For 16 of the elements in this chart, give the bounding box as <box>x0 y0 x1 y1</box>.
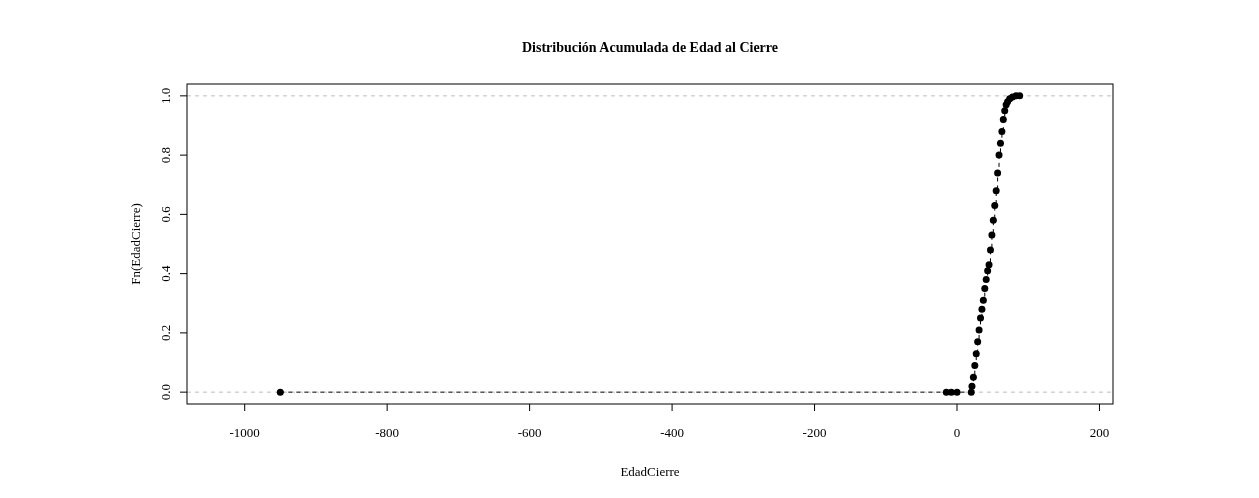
x-tick-label: -400 <box>660 425 684 440</box>
x-tick-label: -800 <box>375 425 400 440</box>
y-tick-label: 0.0 <box>158 384 173 401</box>
x-axis-title: EdadCierre <box>620 464 680 479</box>
y-tick-label: 0.6 <box>158 205 173 223</box>
x-tick-label: -600 <box>517 425 542 440</box>
y-tick-label: 0.4 <box>158 265 173 282</box>
chart-title: Distribución Acumulada de Edad al Cierre <box>521 40 779 55</box>
y-tick-label: 0.8 <box>158 146 173 164</box>
y-tick-label: 0.2 <box>158 324 173 342</box>
x-tick-label: -200 <box>802 425 827 440</box>
x-tick-label: 200 <box>1089 425 1110 440</box>
y-tick-label: 1.0 <box>158 87 173 104</box>
x-tick-label: -1000 <box>229 425 260 440</box>
x-tick-label: 0 <box>953 425 961 440</box>
y-axis-title: Fn(EdadCierre) <box>128 203 143 285</box>
